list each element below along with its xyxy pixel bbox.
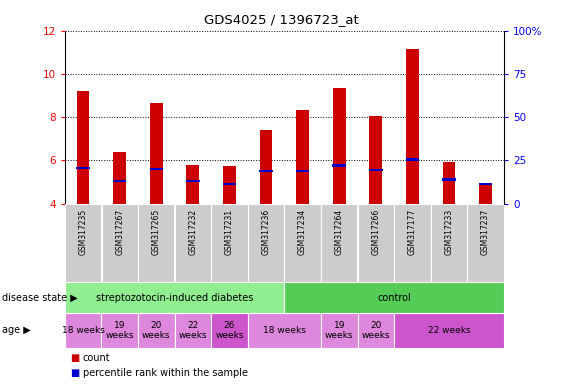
Text: 18 weeks: 18 weeks <box>61 326 105 335</box>
Bar <box>175 204 211 282</box>
Text: GDS4025 / 1396723_at: GDS4025 / 1396723_at <box>204 13 359 26</box>
Bar <box>358 204 394 282</box>
Text: 26
weeks: 26 weeks <box>215 321 244 339</box>
Bar <box>138 313 175 348</box>
Text: ■: ■ <box>70 368 79 378</box>
Bar <box>248 313 321 348</box>
Bar <box>467 204 504 282</box>
Bar <box>223 183 236 185</box>
Text: GSM317267: GSM317267 <box>115 209 124 255</box>
Bar <box>431 204 467 282</box>
Text: GSM317231: GSM317231 <box>225 209 234 255</box>
Bar <box>369 169 382 171</box>
Text: streptozotocin-induced diabetes: streptozotocin-induced diabetes <box>96 293 253 303</box>
Bar <box>284 204 321 282</box>
Bar <box>358 313 394 348</box>
Text: GSM317236: GSM317236 <box>262 209 270 255</box>
Bar <box>284 282 504 313</box>
Bar <box>65 313 101 348</box>
Text: 19
weeks: 19 weeks <box>325 321 354 339</box>
Bar <box>175 313 211 348</box>
Text: 20
weeks: 20 weeks <box>361 321 390 339</box>
Bar <box>321 204 358 282</box>
Bar <box>406 158 419 161</box>
Text: GSM317264: GSM317264 <box>335 209 343 255</box>
Text: GSM317265: GSM317265 <box>152 209 160 255</box>
Text: GSM317177: GSM317177 <box>408 209 417 255</box>
Bar <box>260 130 272 204</box>
Text: count: count <box>83 353 110 363</box>
Bar <box>77 167 90 169</box>
Text: GSM317234: GSM317234 <box>298 209 307 255</box>
Text: age ▶: age ▶ <box>2 325 30 335</box>
Bar <box>394 204 431 282</box>
Bar <box>101 313 138 348</box>
Bar <box>211 313 248 348</box>
Text: GSM317233: GSM317233 <box>445 209 453 255</box>
Bar <box>65 282 284 313</box>
Text: 22
weeks: 22 weeks <box>178 321 207 339</box>
Bar <box>296 109 309 204</box>
Text: percentile rank within the sample: percentile rank within the sample <box>83 368 248 378</box>
Bar <box>150 103 163 204</box>
Bar <box>211 204 248 282</box>
Bar <box>321 313 358 348</box>
Bar <box>333 88 346 204</box>
Bar <box>113 180 126 182</box>
Text: 18 weeks: 18 weeks <box>263 326 306 335</box>
Bar <box>186 180 199 182</box>
Bar <box>138 204 175 282</box>
Bar <box>369 116 382 204</box>
Text: 20
weeks: 20 weeks <box>142 321 171 339</box>
Bar <box>186 165 199 204</box>
Bar <box>223 166 236 204</box>
Text: ■: ■ <box>70 353 79 363</box>
Text: disease state ▶: disease state ▶ <box>2 293 78 303</box>
Text: control: control <box>377 293 411 303</box>
Bar <box>248 204 284 282</box>
Bar <box>296 170 309 172</box>
Bar <box>443 162 455 204</box>
Text: 22 weeks: 22 weeks <box>428 326 470 335</box>
Bar <box>333 164 346 167</box>
Bar <box>443 179 455 181</box>
Text: GSM317266: GSM317266 <box>372 209 380 255</box>
Bar <box>406 49 419 204</box>
Bar <box>65 204 101 282</box>
Bar <box>77 91 90 204</box>
Bar <box>479 183 492 204</box>
Text: GSM317232: GSM317232 <box>189 209 197 255</box>
Bar <box>101 204 138 282</box>
Bar <box>479 183 492 185</box>
Text: GSM317235: GSM317235 <box>79 209 87 255</box>
Bar <box>394 313 504 348</box>
Text: GSM317237: GSM317237 <box>481 209 490 255</box>
Text: 19
weeks: 19 weeks <box>105 321 134 339</box>
Bar <box>113 152 126 204</box>
Bar <box>150 168 163 170</box>
Bar <box>260 170 272 172</box>
